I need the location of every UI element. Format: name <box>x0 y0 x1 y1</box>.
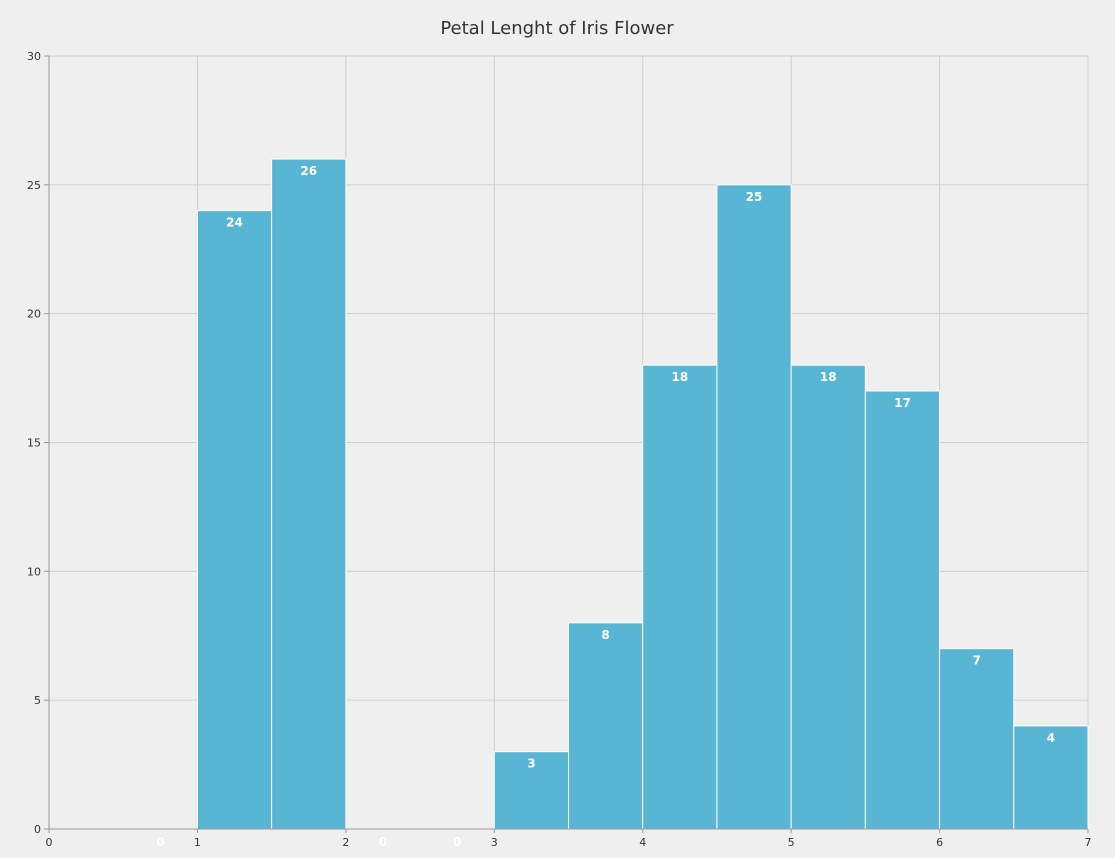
bar-value-label: 0 <box>156 835 164 849</box>
histogram-bar <box>642 364 718 830</box>
bar-value-label: 17 <box>894 396 911 410</box>
bar-value-label: 4 <box>1047 731 1055 745</box>
y-tick-label: 30 <box>27 50 41 63</box>
bars <box>196 158 1089 830</box>
x-tick-label: 7 <box>1085 836 1092 849</box>
x-tick-label: 1 <box>194 836 201 849</box>
x-tick-label: 0 <box>46 836 53 849</box>
bar-value-label: 0 <box>453 835 461 849</box>
bar-value-label: 26 <box>300 164 317 178</box>
histogram-bar <box>939 648 1015 830</box>
bar-value-label: 8 <box>601 628 609 642</box>
y-tick-label: 25 <box>27 179 41 192</box>
histogram-bar <box>1013 725 1089 830</box>
histogram-bar <box>790 364 866 830</box>
y-tick-label: 0 <box>34 823 41 836</box>
y-tick-label: 5 <box>34 694 41 707</box>
x-tick-label: 6 <box>936 836 943 849</box>
y-tick-label: 15 <box>27 437 41 450</box>
x-tick-label: 5 <box>788 836 795 849</box>
bar-value-label: 18 <box>820 370 837 384</box>
bar-value-label: 24 <box>226 216 243 230</box>
histogram-bar <box>271 158 347 830</box>
histogram-bar <box>196 210 273 830</box>
bar-value-label: 0 <box>379 835 387 849</box>
histogram-bar <box>568 622 644 830</box>
bar-value-label: 3 <box>527 757 535 771</box>
x-tick-label: 3 <box>491 836 498 849</box>
bar-value-label: 18 <box>671 370 688 384</box>
y-tick-label: 10 <box>27 565 41 578</box>
histogram-bar <box>716 184 792 830</box>
y-tick-label: 20 <box>27 308 41 321</box>
bar-value-label: 7 <box>972 654 980 668</box>
chart-title: Petal Lenght of Iris Flower <box>440 18 674 39</box>
x-tick-label: 2 <box>342 836 349 849</box>
histogram-bar <box>864 390 941 830</box>
bar-value-label: 25 <box>746 190 763 204</box>
histogram-bar <box>493 751 569 830</box>
x-tick-label: 4 <box>639 836 646 849</box>
